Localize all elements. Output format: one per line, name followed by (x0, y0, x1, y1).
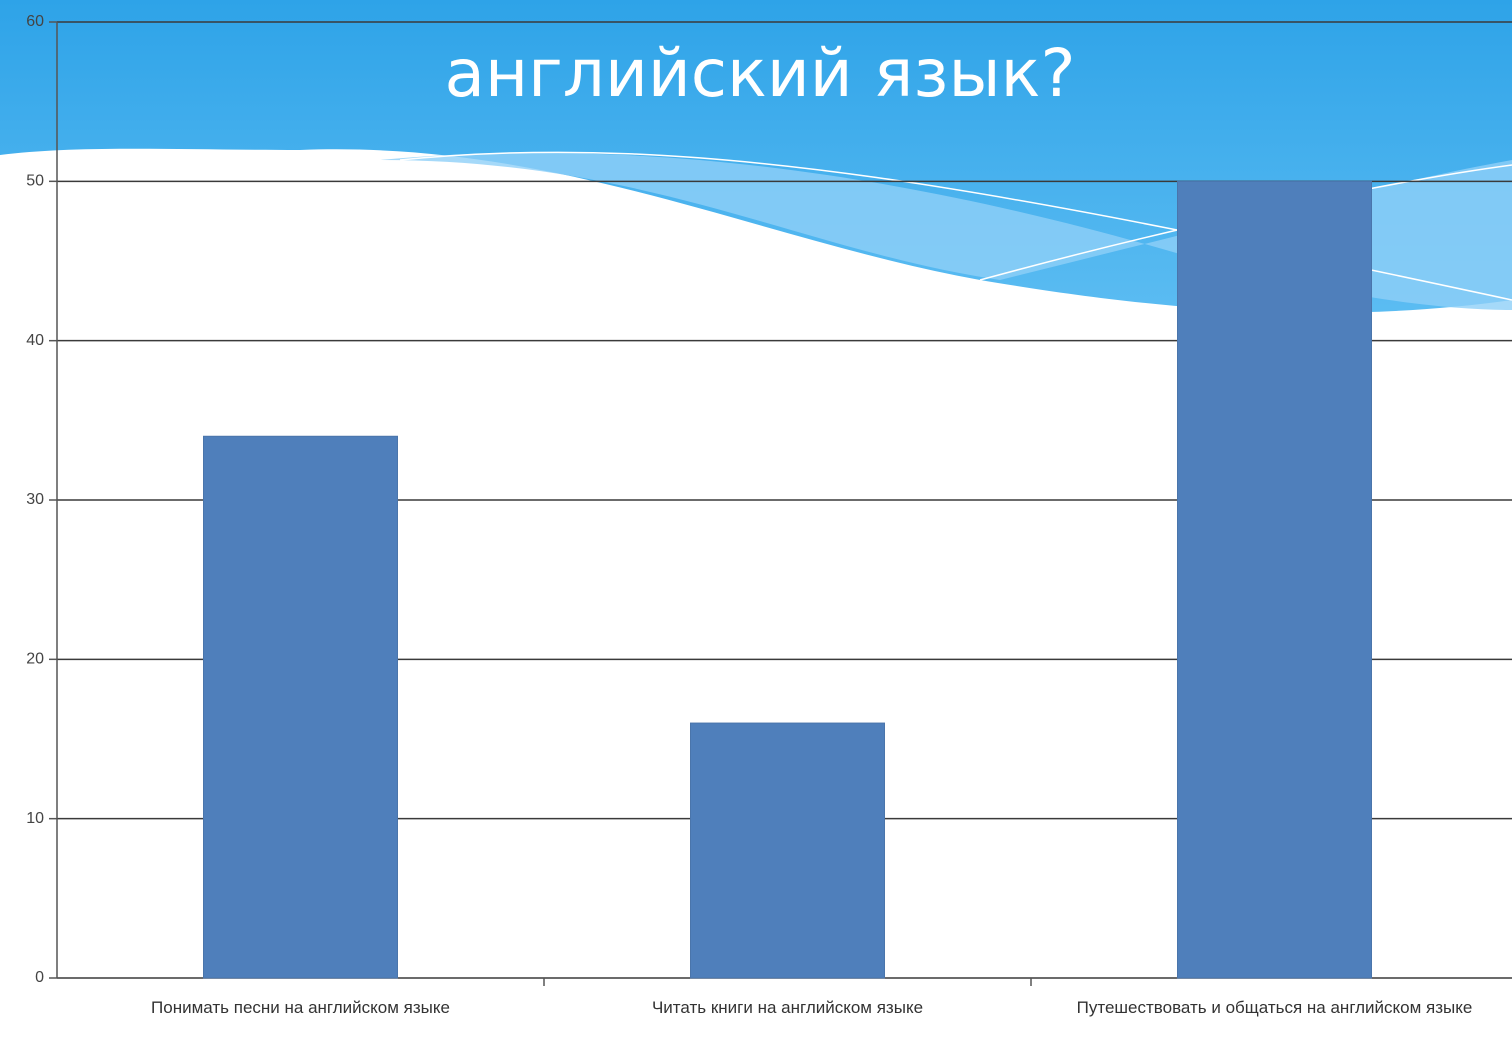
bar (1177, 180, 1372, 979)
y-tick-label: 50 (26, 173, 44, 190)
bar (690, 722, 885, 979)
x-tick-label: Понимать песни на английском языке (151, 998, 450, 1017)
bar (203, 435, 398, 979)
y-tick-label: 30 (26, 491, 44, 508)
x-tick-label: Читать книги на английском языке (651, 998, 924, 1017)
chart-title: английский язык? (445, 35, 1076, 112)
y-tick-label: 20 (26, 651, 44, 668)
y-tick-label: 40 (26, 332, 44, 349)
y-tick-label: 60 (26, 13, 44, 30)
y-tick-label: 0 (35, 969, 44, 986)
x-tick-label: Путешествовать и общаться на английском … (1076, 998, 1473, 1017)
y-tick-label: 10 (26, 810, 44, 827)
header-decoration (0, 0, 1512, 313)
